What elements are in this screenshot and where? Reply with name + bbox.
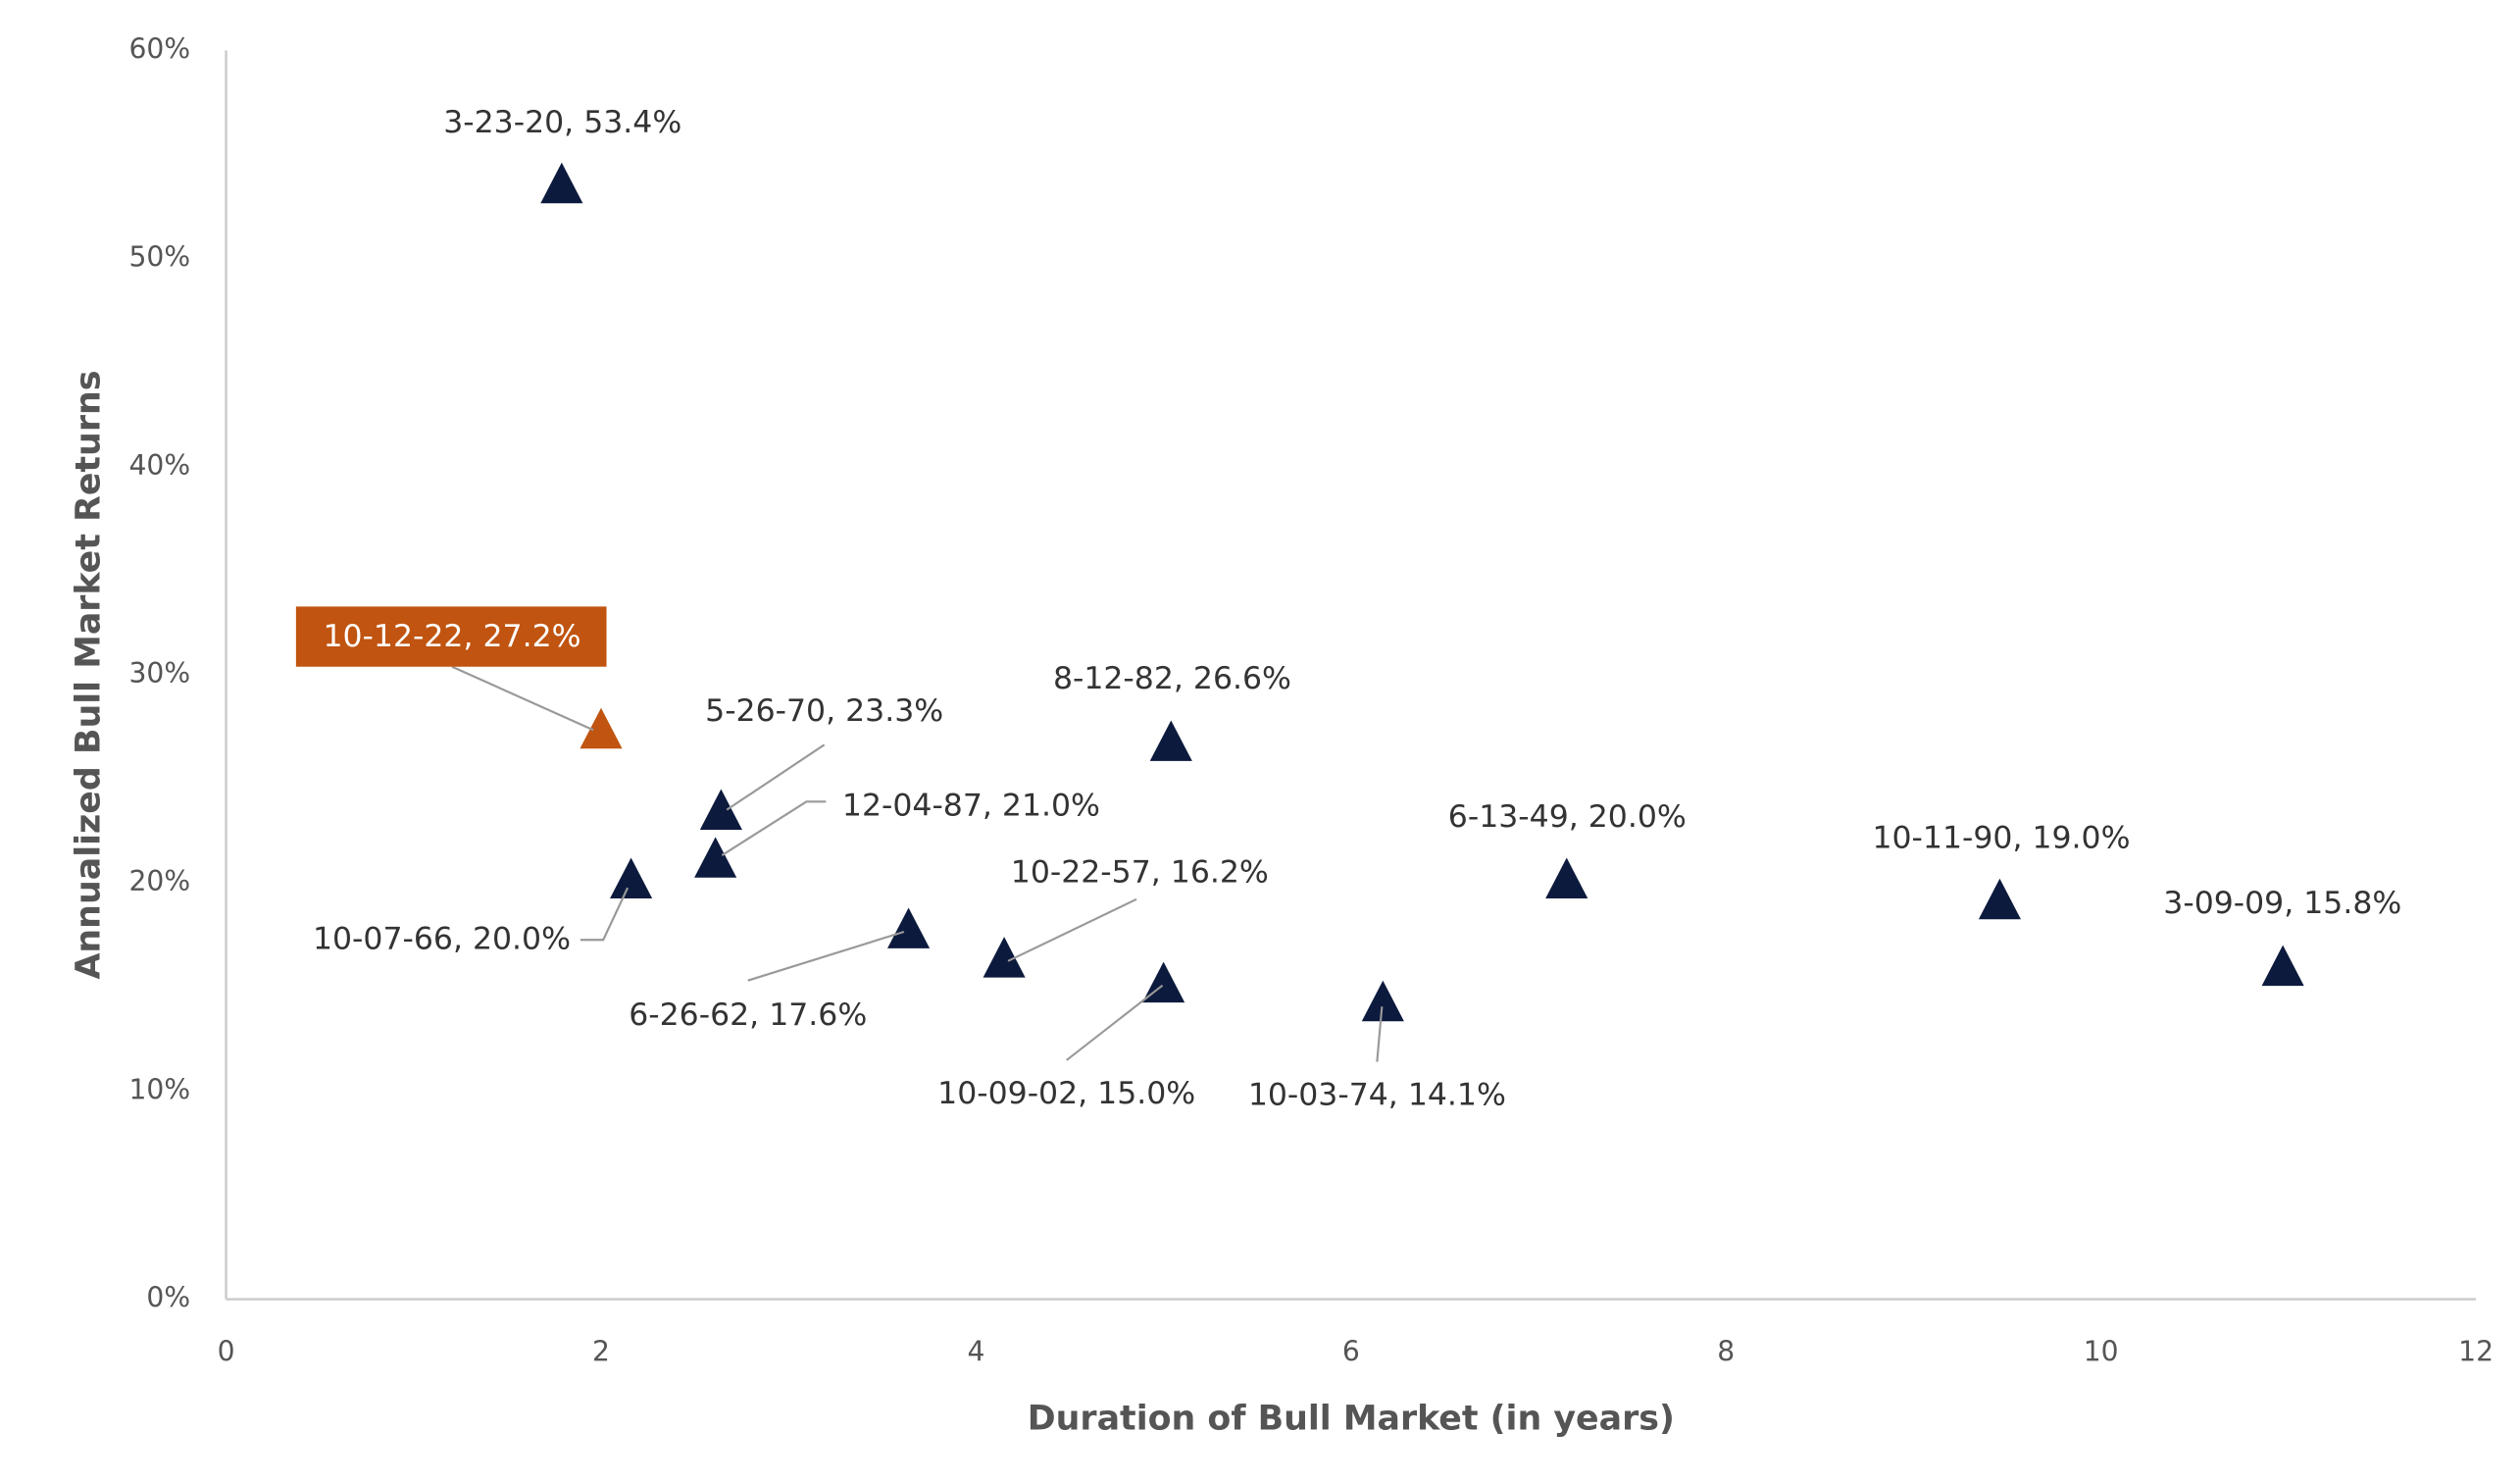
y-tick-label: 40%: [128, 449, 190, 482]
point: [1545, 857, 1588, 898]
x-tick-label: 10: [2084, 1335, 2119, 1367]
y-tick-label: 60%: [128, 32, 190, 65]
leader-line: [721, 800, 827, 856]
data-label: 12-04-87, 21.0%: [842, 788, 1100, 823]
leader-line: [1376, 1006, 1384, 1062]
point: [887, 907, 931, 948]
data-label: 10-03-74, 14.1%: [1248, 1077, 1506, 1112]
leader-line: [1007, 897, 1137, 962]
data-label: 10-07-66, 20.0%: [313, 921, 571, 956]
x-tick-label: 6: [1342, 1335, 1360, 1367]
y-tick-label: 10%: [128, 1073, 190, 1105]
point: [580, 707, 623, 749]
leader-line: [451, 665, 594, 732]
leader-line: [1066, 984, 1164, 1061]
data-label: 10-12-22, 27.2%: [323, 619, 580, 654]
data-label: 10-11-90, 19.0%: [1872, 820, 2130, 855]
data-label: 5-26-70, 23.3%: [705, 693, 943, 729]
x-tick-label: 2: [592, 1335, 610, 1367]
point: [610, 857, 653, 898]
x-tick-label: 4: [967, 1335, 984, 1367]
data-label: 3-23-20, 53.4%: [443, 105, 681, 140]
data-label: 10-09-02, 15.0%: [937, 1076, 1195, 1111]
x-tick-label: 12: [2458, 1335, 2494, 1367]
data-label: 8-12-82, 26.6%: [1053, 661, 1291, 696]
y-tick-label: 20%: [128, 865, 190, 897]
y-tick-label: 50%: [128, 241, 190, 274]
point: [699, 789, 742, 830]
point: [983, 937, 1026, 978]
leader-line: [580, 887, 630, 942]
leader-line: [747, 930, 905, 982]
point: [2261, 945, 2304, 987]
y-axis-title: Annualized Bull Market Returns: [69, 371, 108, 980]
data-label: 6-26-62, 17.6%: [629, 997, 867, 1033]
point: [694, 837, 737, 878]
x-axis-title: Duration of Bull Market (in years): [1028, 1399, 1675, 1438]
point: [1361, 980, 1404, 1022]
y-tick-label: 30%: [128, 657, 190, 690]
x-tick-label: 0: [218, 1335, 235, 1367]
point: [1978, 878, 2021, 920]
label-box: [295, 606, 607, 667]
data-label: 3-09-09, 15.8%: [2163, 886, 2401, 921]
point: [540, 162, 583, 204]
point: [1149, 720, 1192, 761]
leader-line: [726, 743, 826, 811]
x-tick-label: 8: [1717, 1335, 1735, 1367]
data-label: 10-22-57, 16.2%: [1011, 854, 1269, 890]
y-tick-label: 0%: [146, 1282, 190, 1314]
data-label: 6-13-49, 20.0%: [1448, 799, 1687, 835]
